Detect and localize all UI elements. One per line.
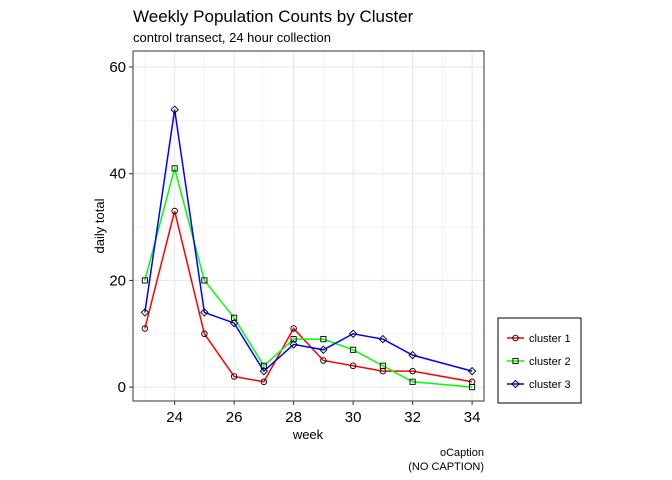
plot-panel	[133, 51, 484, 401]
legend-label: cluster 1	[529, 333, 571, 345]
legend-item-cluster-1: cluster 1	[507, 333, 571, 345]
grid-major	[133, 51, 484, 401]
cluster-3-point	[200, 308, 209, 317]
series-layer	[140, 105, 477, 391]
cluster-2-point	[141, 277, 148, 284]
series-cluster-3-points	[140, 105, 477, 376]
x-tick-label: 28	[285, 409, 302, 426]
cluster-3-point	[467, 366, 477, 376]
cluster-1-point	[260, 378, 268, 386]
cluster-3-point	[378, 334, 388, 344]
series-cluster-2-points	[141, 165, 476, 391]
legend-label: cluster 2	[529, 356, 571, 368]
cluster-2-point	[379, 362, 386, 369]
chart-subtitle: control transect, 24 hour collection	[133, 30, 331, 45]
cluster-3-point	[319, 345, 328, 355]
plot-border	[132, 50, 485, 402]
x-tick-label: 32	[404, 409, 421, 426]
cluster-3-point	[170, 105, 179, 114]
x-axis: 24 26 28 30 32 34	[166, 401, 480, 426]
legend-item-cluster-3: cluster 3	[507, 379, 571, 391]
cluster-3-point	[140, 308, 150, 317]
caption-line-2: (NO CAPTION)	[408, 461, 484, 473]
legend-item-cluster-2: cluster 2	[507, 356, 571, 368]
legend: cluster 1 cluster 2 cluster 3	[497, 317, 582, 404]
legend-key-point	[512, 334, 519, 342]
y-tick-label: 20	[109, 272, 126, 289]
x-tick-label: 24	[166, 409, 183, 426]
caption-line-1: oCaption	[440, 447, 484, 459]
cluster-2-point	[260, 362, 267, 369]
plot-area	[132, 50, 485, 402]
x-tick-label: 34	[464, 409, 481, 426]
y-axis-title: daily total	[92, 198, 107, 253]
y-axis: 0 20 40 60	[109, 59, 133, 396]
x-tick-label: 30	[345, 409, 362, 426]
y-tick-label: 0	[118, 379, 126, 396]
legend-key-point	[512, 357, 519, 365]
grid-minor	[133, 51, 484, 401]
cluster-1-point	[409, 367, 416, 375]
cluster-2-point	[201, 277, 208, 284]
cluster-3-line	[144, 109, 473, 373]
y-tick-label: 60	[109, 59, 126, 76]
cluster-3-point	[259, 366, 269, 376]
cluster-2-point	[171, 165, 178, 172]
cluster-3-point	[229, 318, 239, 328]
chart-title: Weekly Population Counts by Cluster	[133, 7, 414, 26]
cluster-1-point	[171, 207, 178, 215]
cluster-2-point	[469, 384, 476, 391]
series-cluster-3	[144, 109, 473, 373]
cluster-2-point	[290, 336, 297, 343]
cluster-3-point	[408, 350, 417, 360]
y-tick-label: 40	[109, 166, 126, 183]
cluster-2-point	[231, 314, 238, 321]
cluster-3-point	[289, 340, 298, 349]
cluster-2-point	[320, 336, 327, 343]
x-axis-title: week	[292, 427, 324, 442]
cluster-1-point	[141, 325, 149, 332]
cluster-2-point	[409, 378, 416, 385]
cluster-2-point	[350, 346, 357, 353]
legend-label: cluster 3	[529, 379, 571, 391]
cluster-1-point	[320, 357, 327, 364]
cluster-1-point	[290, 325, 297, 332]
cluster-1-point	[349, 362, 357, 370]
legend-key-point	[511, 379, 520, 389]
cluster-1-point	[230, 373, 238, 380]
cluster-3-point	[348, 329, 358, 339]
cluster-1-point	[201, 330, 208, 338]
x-tick-label: 26	[226, 409, 243, 426]
